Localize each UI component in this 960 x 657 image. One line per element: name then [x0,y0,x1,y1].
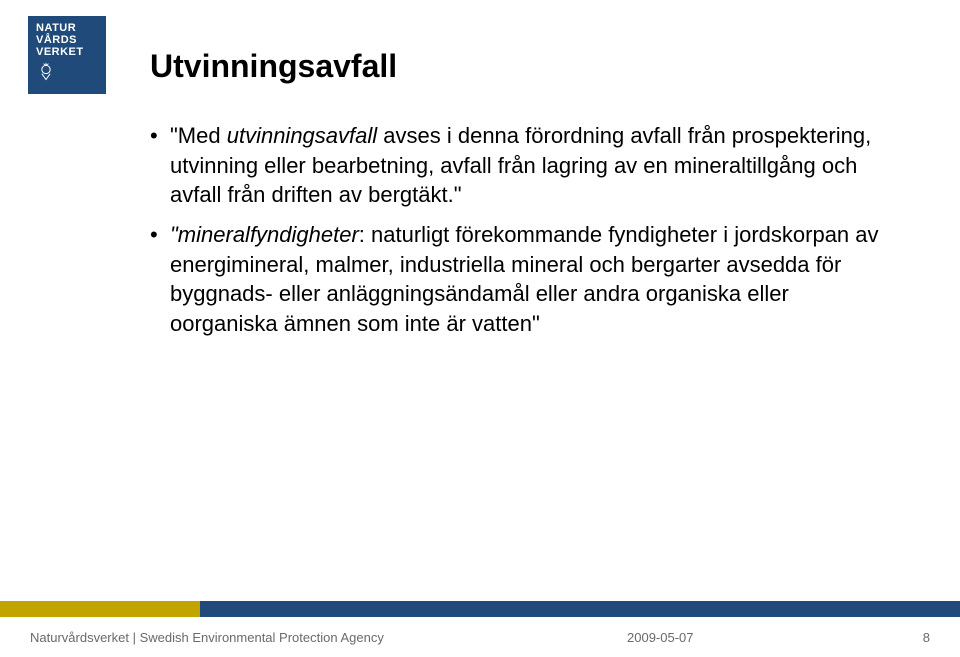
bullet-prefix: "Med [170,123,227,148]
logo-line-3: VERKET [36,46,98,58]
bullet-list: "Med utvinningsavfall avses i denna föro… [150,121,900,339]
bullet-item: "Med utvinningsavfall avses i denna föro… [150,121,900,210]
bullet-item: "mineralfyndigheter: naturligt förekomma… [150,220,900,339]
bullet-italic: utvinningsavfall [227,123,377,148]
footer-date: 2009-05-07 [627,630,694,645]
crest-icon [36,62,98,82]
footer-bar [0,601,960,617]
logo-line-1: NATUR [36,22,98,34]
footer-bar-main [200,601,960,617]
org-logo: NATUR VÅRDS VERKET [28,16,106,94]
footer-page-number: 8 [923,630,930,645]
content-area: Utvinningsavfall "Med utvinningsavfall a… [150,48,900,349]
logo-line-2: VÅRDS [36,34,98,46]
footer-bar-accent [0,601,200,617]
bullet-lead-italic: "mineralfyndigheter [170,222,359,247]
slide-title: Utvinningsavfall [150,48,900,85]
footer-org: Naturvårdsverket | Swedish Environmental… [30,630,384,645]
slide: NATUR VÅRDS VERKET Utvinningsavfall "Med… [0,0,960,657]
